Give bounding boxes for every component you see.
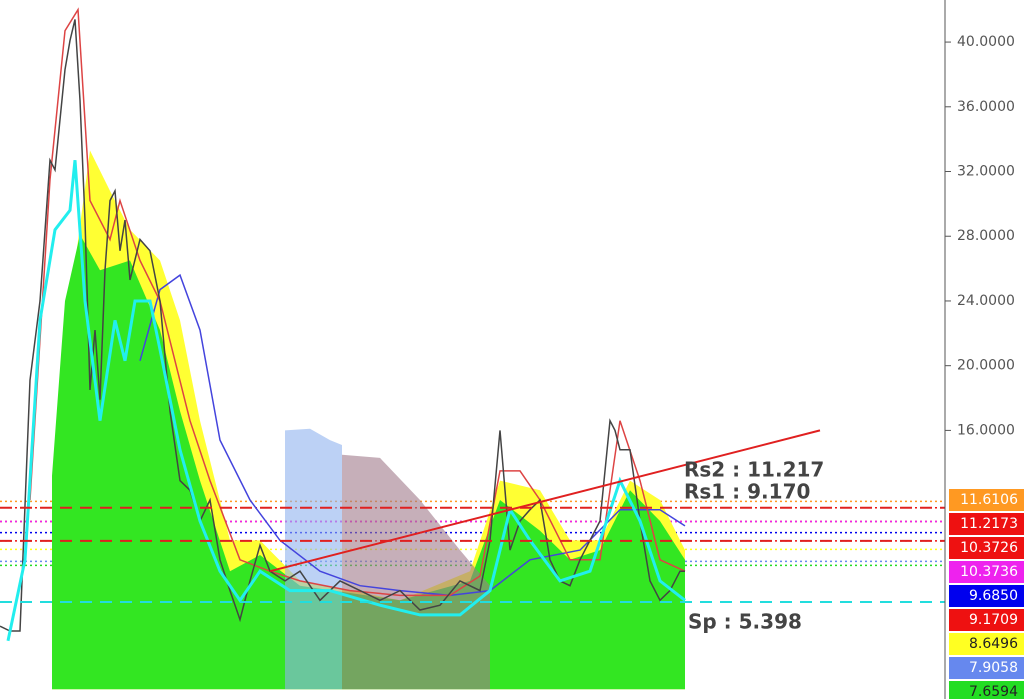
y-tick-label: 36.0000 <box>957 99 1015 115</box>
annotation-label: Sp : 5.398 <box>688 610 802 634</box>
y-tick-label: 16.0000 <box>957 422 1015 438</box>
line <box>29 7 686 597</box>
level-label: 11.6106 <box>960 492 1018 508</box>
y-tick-label: 20.0000 <box>957 358 1015 374</box>
level-box <box>949 537 1024 559</box>
level-label: 8.6496 <box>969 636 1018 652</box>
level-label: 10.3726 <box>960 540 1018 556</box>
area <box>52 234 685 690</box>
y-tick-label: 32.0000 <box>957 164 1015 180</box>
level-label: 7.6594 <box>969 684 1018 699</box>
level-box <box>949 513 1024 535</box>
y-tick-label: 28.0000 <box>957 228 1015 244</box>
area <box>342 454 490 690</box>
annotation-label: Rs2 : 11.217 <box>684 458 824 482</box>
level-box <box>949 633 1024 655</box>
line <box>0 19 685 632</box>
level-label: 11.2173 <box>960 516 1018 532</box>
level-label: 9.6850 <box>969 588 1018 604</box>
level-label: 10.3736 <box>960 564 1018 580</box>
level-box <box>949 585 1024 607</box>
level-label: 9.1709 <box>969 612 1018 628</box>
line <box>6 160 686 642</box>
y-tick-label: 40.0000 <box>957 34 1015 50</box>
level-box <box>949 561 1024 583</box>
trend-line <box>269 429 821 573</box>
y-tick-label: 24.0000 <box>957 293 1015 309</box>
level-box <box>949 681 1024 699</box>
level-box <box>949 609 1024 631</box>
annotation-label: Rs1 : 9.170 <box>684 480 810 504</box>
line <box>139 273 686 597</box>
level-box <box>949 489 1024 511</box>
level-box <box>949 657 1024 679</box>
level-label: 7.9058 <box>969 660 1018 676</box>
